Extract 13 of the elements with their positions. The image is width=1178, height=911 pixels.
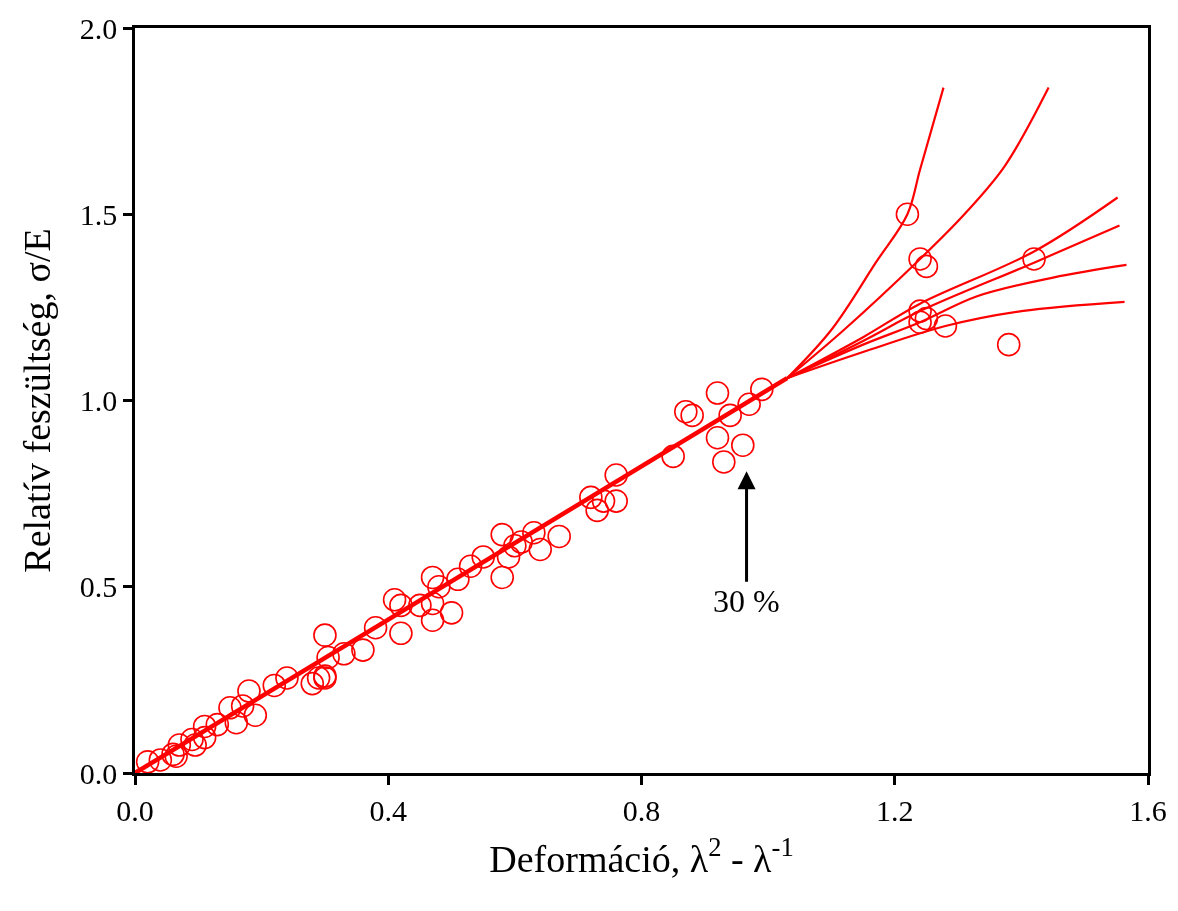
x-tick-label: 1.2 (876, 793, 914, 827)
y-axis-title: Relatív feszültség, σ/E (15, 228, 58, 573)
y-tick-label: 0.0 (79, 756, 118, 790)
y-tick-label: 2.0 (79, 11, 118, 45)
x-axis-title: Deformáció, λ$^{2}$ - λ$^{-1}$ (489, 831, 794, 880)
y-tick-label: 1.5 (79, 197, 118, 231)
x-tick-label: 1.6 (1129, 793, 1167, 827)
y-tick-label: 1.0 (79, 384, 118, 417)
x-tick-label: 0.0 (116, 793, 154, 827)
annotation: 30 % (713, 583, 780, 619)
x-tick-label: 0.4 (369, 793, 407, 827)
x-tick-label: 0.8 (622, 793, 661, 827)
y-tick-label: 0.5 (79, 570, 118, 604)
